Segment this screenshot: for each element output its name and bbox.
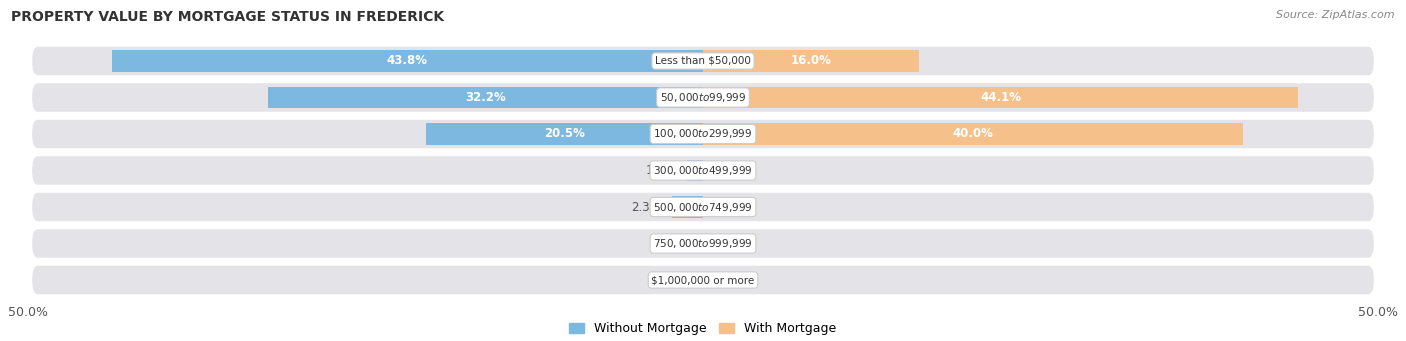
Text: $50,000 to $99,999: $50,000 to $99,999 bbox=[659, 91, 747, 104]
Text: $1,000,000 or more: $1,000,000 or more bbox=[651, 275, 755, 285]
Text: 43.8%: 43.8% bbox=[387, 55, 427, 68]
Text: 1.2%: 1.2% bbox=[647, 164, 676, 177]
Text: 0.0%: 0.0% bbox=[723, 273, 752, 286]
Text: $300,000 to $499,999: $300,000 to $499,999 bbox=[654, 164, 752, 177]
FancyBboxPatch shape bbox=[32, 120, 1374, 148]
Bar bbox=[686, 160, 703, 181]
Text: $500,000 to $749,999: $500,000 to $749,999 bbox=[654, 201, 752, 213]
Text: 0.0%: 0.0% bbox=[723, 237, 752, 250]
Text: $750,000 to $999,999: $750,000 to $999,999 bbox=[654, 237, 752, 250]
Text: 40.0%: 40.0% bbox=[952, 128, 994, 140]
FancyBboxPatch shape bbox=[32, 229, 1374, 258]
Text: 16.0%: 16.0% bbox=[790, 55, 831, 68]
Text: 0.0%: 0.0% bbox=[723, 201, 752, 213]
Text: 44.1%: 44.1% bbox=[980, 91, 1021, 104]
Legend: Without Mortgage, With Mortgage: Without Mortgage, With Mortgage bbox=[564, 317, 842, 340]
Text: PROPERTY VALUE BY MORTGAGE STATUS IN FREDERICK: PROPERTY VALUE BY MORTGAGE STATUS IN FRE… bbox=[11, 10, 444, 24]
Bar bbox=[112, 50, 703, 72]
FancyBboxPatch shape bbox=[32, 83, 1374, 112]
Bar bbox=[426, 123, 703, 145]
Bar bbox=[703, 87, 1298, 108]
Bar bbox=[269, 87, 703, 108]
Text: Source: ZipAtlas.com: Source: ZipAtlas.com bbox=[1277, 10, 1395, 20]
Bar bbox=[703, 50, 920, 72]
Bar bbox=[672, 196, 703, 218]
Text: 20.5%: 20.5% bbox=[544, 128, 585, 140]
Text: 0.0%: 0.0% bbox=[654, 237, 683, 250]
Text: 0.0%: 0.0% bbox=[654, 273, 683, 286]
Text: Less than $50,000: Less than $50,000 bbox=[655, 56, 751, 66]
FancyBboxPatch shape bbox=[32, 47, 1374, 75]
Bar bbox=[703, 123, 1243, 145]
Text: 2.3%: 2.3% bbox=[631, 201, 661, 213]
Text: 0.0%: 0.0% bbox=[723, 164, 752, 177]
FancyBboxPatch shape bbox=[32, 156, 1374, 185]
Text: 32.2%: 32.2% bbox=[465, 91, 506, 104]
FancyBboxPatch shape bbox=[32, 266, 1374, 294]
FancyBboxPatch shape bbox=[32, 193, 1374, 221]
Text: $100,000 to $299,999: $100,000 to $299,999 bbox=[654, 128, 752, 140]
